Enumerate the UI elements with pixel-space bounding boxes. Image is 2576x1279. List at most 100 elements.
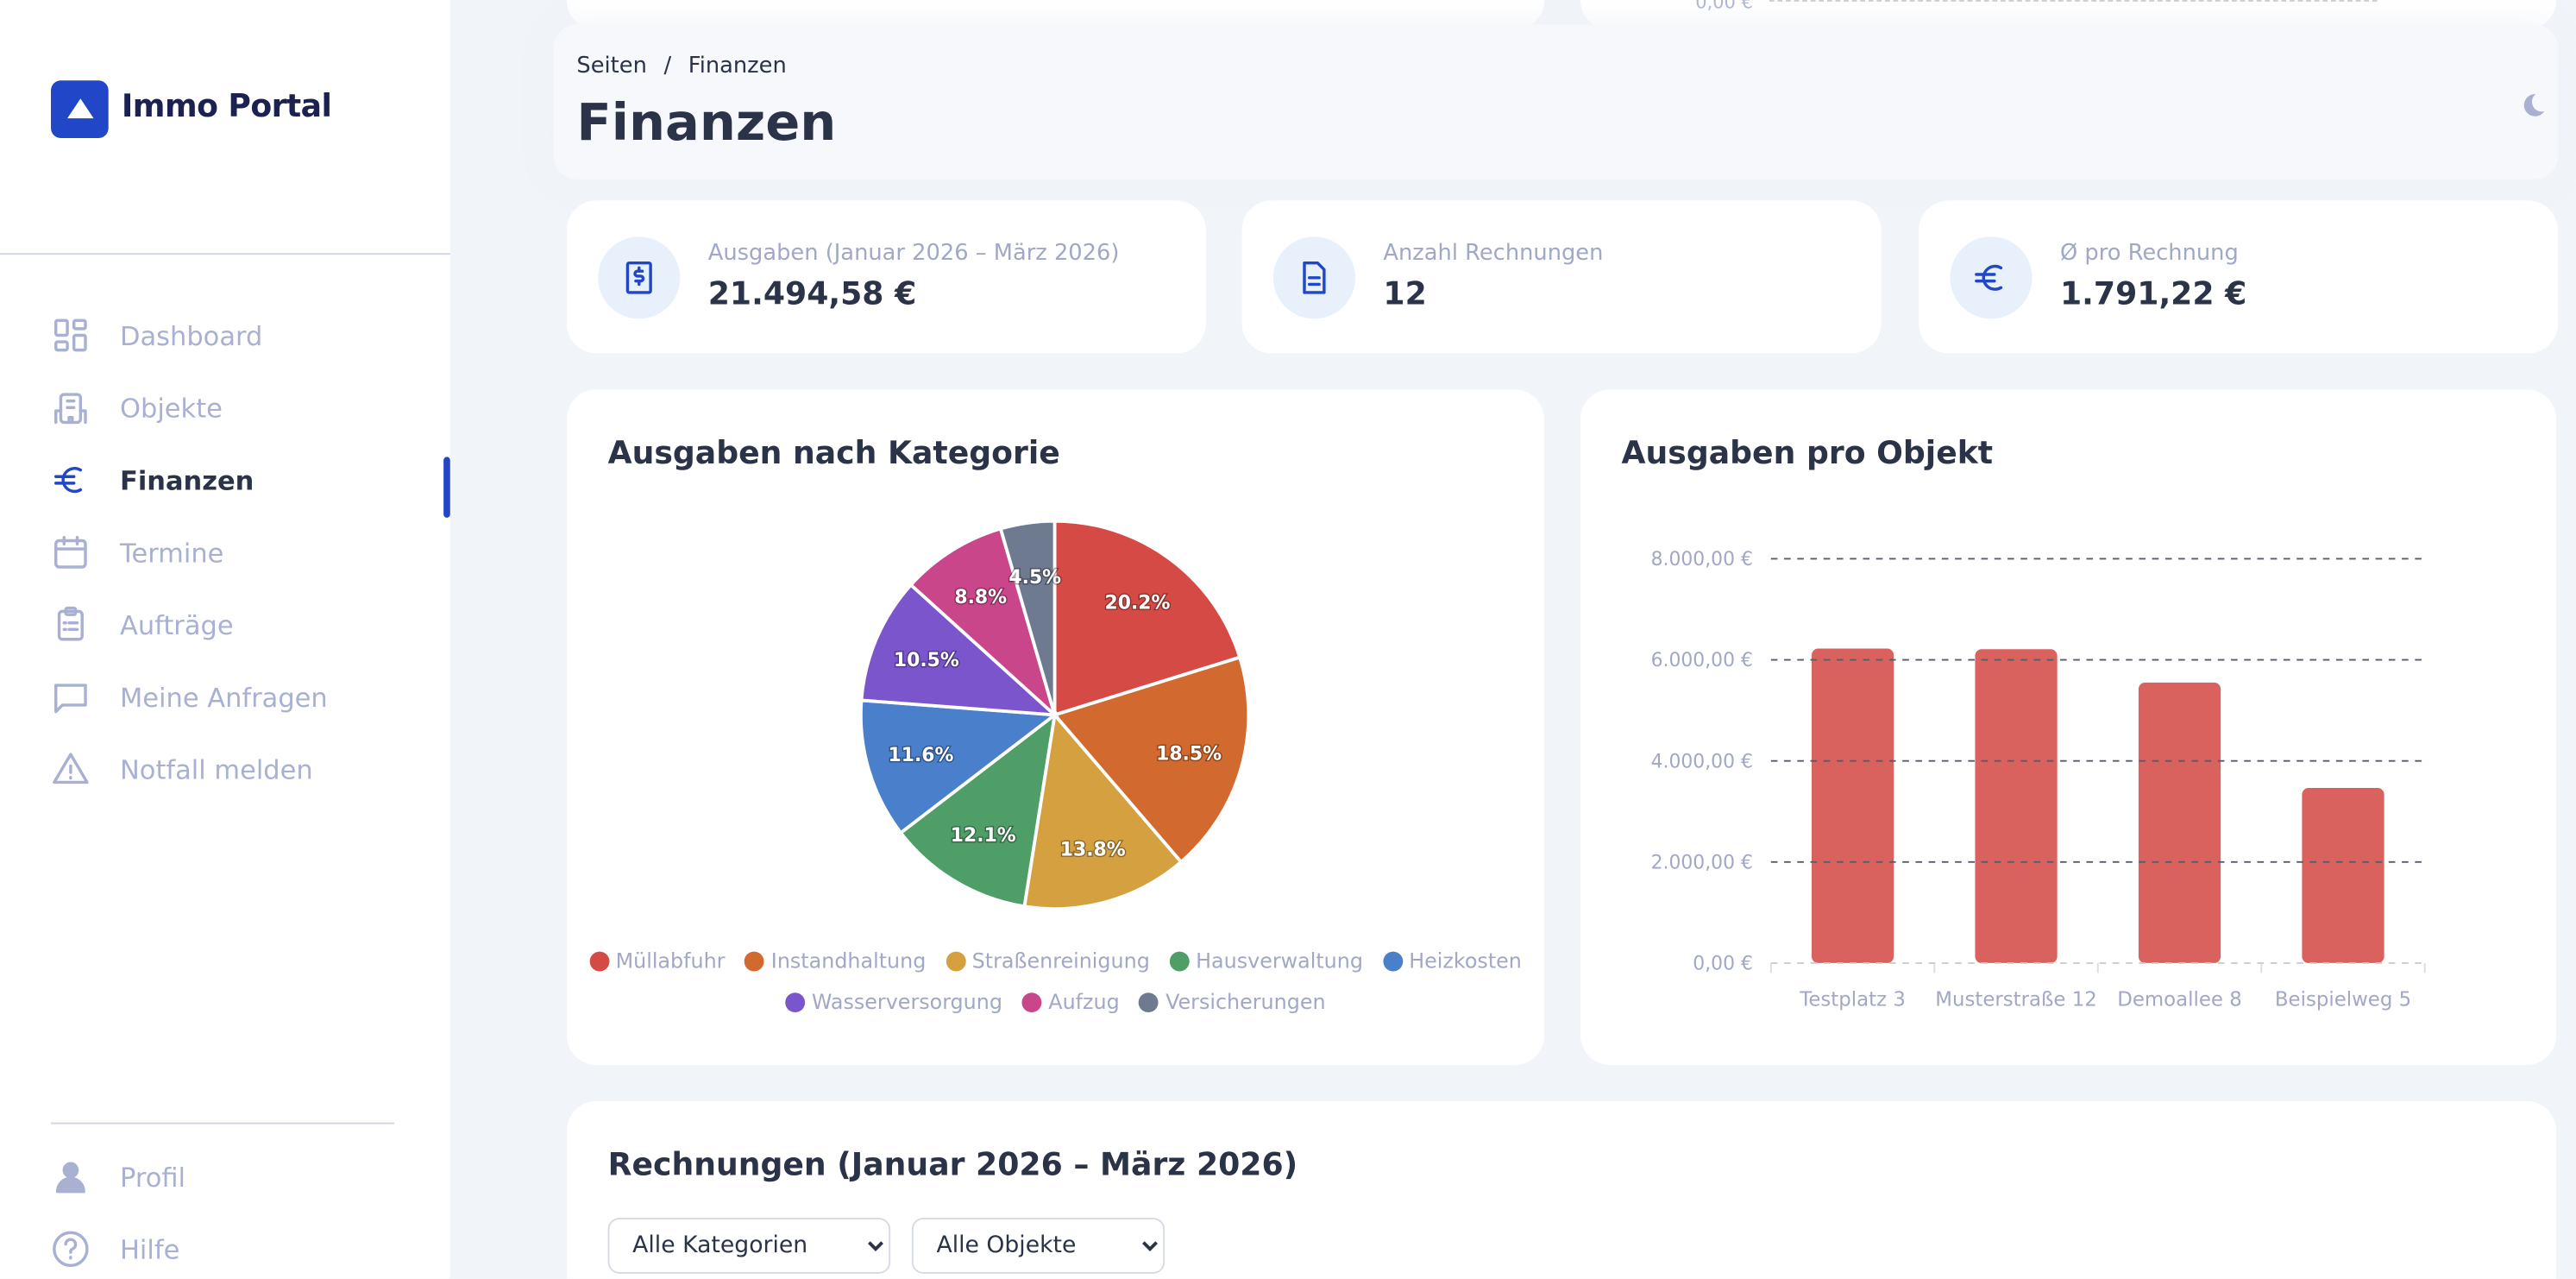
pie-slice-wasserversorgung[interactable] <box>859 582 1059 717</box>
stat-label: Ausgaben (Januar 2026 – März 2026) <box>707 240 1120 267</box>
stat-card: Anzahl Rechnungen 12 <box>1241 200 1882 354</box>
document-icon <box>1303 261 1326 294</box>
pie-slice-hausverwaltung[interactable] <box>898 710 1058 909</box>
pie-data-label: 11.6% <box>889 745 954 766</box>
y-tick-label: 6.000,00 € <box>1651 650 1753 671</box>
sidebar-item-notfall-melden[interactable]: Notfall melden <box>51 747 429 792</box>
page-header: Seiten / Finanzen Finanzen <box>553 24 2558 180</box>
invoices-title: Rechnungen (Januar 2026 – März 2026) <box>607 1147 1298 1184</box>
legend-label: Instandhaltung <box>770 948 927 973</box>
sidebar-item-label: Finanzen <box>120 463 254 496</box>
legend-swatch <box>745 950 765 971</box>
sidebar-item-label: Aufträge <box>120 608 234 640</box>
bar-beispielweg-5[interactable] <box>2302 788 2384 963</box>
bar-testplatz-3[interactable] <box>1811 648 1894 963</box>
legend-swatch <box>589 950 609 971</box>
pie-data-label: 20.2% <box>1105 593 1171 614</box>
stat-icon-wrap <box>1272 236 1356 319</box>
page-title: Finanzen <box>576 93 837 154</box>
chart-title: Ausgaben pro Objekt <box>1621 435 1994 472</box>
sidebar-divider <box>51 1122 395 1125</box>
euro-icon <box>54 467 83 494</box>
active-indicator <box>443 457 450 518</box>
y-tick-label: 4.000,00 € <box>1651 751 1753 772</box>
receipt-dollar-icon <box>625 261 652 294</box>
x-tick-label: Musterstraße 12 <box>1935 988 2097 1011</box>
breadcrumb-seiten[interactable]: Seiten <box>576 52 647 79</box>
sidebar-item-objekte[interactable]: Objekte <box>51 385 429 431</box>
stat-value: 12 <box>1383 275 1427 312</box>
category-chart-card: Ausgaben nach Kategorie 20.2% 18.5% 13.8% 1… <box>566 389 1545 1065</box>
legend-item[interactable]: Aufzug <box>1021 989 1120 1014</box>
pie-slice-müllabfuhr[interactable] <box>1052 519 1242 717</box>
category-filter-select[interactable]: Alle Kategorien <box>607 1218 891 1274</box>
pie-slice-versicherungen[interactable] <box>998 519 1057 715</box>
sidebar-item-hilfe[interactable]: Hilfe <box>51 1226 429 1272</box>
sidebar-item-label: Termine <box>120 536 224 568</box>
moon-icon[interactable] <box>2518 91 2548 120</box>
sidebar-item-finanzen[interactable]: Finanzen <box>51 457 429 502</box>
legend-swatch <box>946 950 966 971</box>
bar-chart: Testplatz 3 Musterstraße 12 Demoallee 8 Bei… <box>1651 549 2426 1011</box>
pie-data-label: 4.5% <box>1008 567 1061 589</box>
pie-slice-heizkosten[interactable] <box>859 698 1059 835</box>
y-tick-label: 0,00 € <box>1693 954 1753 975</box>
legend-swatch <box>1021 992 1042 1012</box>
y-tick-label: 8.000,00 € <box>1651 549 1753 570</box>
legend-label: Straßenreinigung <box>971 948 1150 973</box>
pie-data-label: 10.5% <box>894 650 959 671</box>
bar-musterstraße-12[interactable] <box>1975 649 2058 963</box>
user-icon <box>55 1162 85 1194</box>
previous-chart-axis-label: 0,00 € <box>1695 0 1753 14</box>
legend-item[interactable]: Heizkosten <box>1382 948 1522 973</box>
x-tick-label: Beispielweg 5 <box>2275 988 2411 1011</box>
sidebar-item-label: Notfall melden <box>120 753 313 785</box>
sidebar: Immo Portal Dashboard Objekte Finanzen T… <box>0 0 450 1279</box>
legend-swatch <box>785 992 806 1012</box>
legend-swatch <box>1139 992 1159 1012</box>
pie-data-label: 18.5% <box>1156 744 1222 766</box>
chart-title: Ausgaben nach Kategorie <box>607 435 1060 472</box>
legend-item[interactable]: Instandhaltung <box>745 948 926 973</box>
pie-data-label: 12.1% <box>951 825 1016 847</box>
stat-icon-wrap <box>1950 236 2033 319</box>
y-tick-label: 2.000,00 € <box>1651 852 1753 873</box>
pie-chart: 20.2% 18.5% 13.8% 12.1% 11.6% 10.5% 8.8%4.5% <box>859 519 1251 910</box>
stat-card: Ø pro Rechnung 1.791,22 € <box>1919 200 2558 354</box>
legend-item[interactable]: Müllabfuhr <box>589 948 725 973</box>
legend-label: Müllabfuhr <box>615 948 726 973</box>
sidebar-item-label: Dashboard <box>120 319 263 351</box>
help-circle-icon <box>53 1231 89 1268</box>
sidebar-item-profil[interactable]: Profil <box>51 1154 429 1200</box>
calendar-icon <box>54 535 87 569</box>
sidebar-item-meine-anfragen[interactable]: Meine Anfragen <box>51 674 429 720</box>
legend-label: Versicherungen <box>1165 989 1326 1014</box>
sidebar-item-termine[interactable]: Termine <box>51 529 429 575</box>
legend-label: Hausverwaltung <box>1196 948 1363 973</box>
sidebar-item-label: Meine Anfragen <box>120 681 328 713</box>
legend-item[interactable]: Straßenreinigung <box>946 948 1150 973</box>
pie-data-label: 13.8% <box>1060 840 1126 861</box>
pie-slice-instandhaltung[interactable] <box>1052 655 1251 865</box>
sidebar-divider <box>0 253 450 255</box>
sidebar-item-label: Hilfe <box>120 1233 180 1265</box>
stat-label: Ø pro Rechnung <box>2059 240 2239 267</box>
legend-swatch <box>1382 950 1403 971</box>
x-tick-label: Demoallee 8 <box>2117 988 2241 1011</box>
sidebar-item-aufträge[interactable]: Aufträge <box>51 602 429 647</box>
brand-name[interactable]: Immo Portal <box>121 88 332 125</box>
sidebar-item-dashboard[interactable]: Dashboard <box>51 312 429 358</box>
legend-label: Heizkosten <box>1409 948 1522 973</box>
pie-legend: Wasserversorgung Aufzug Versicherungen <box>567 989 1544 1014</box>
building-icon <box>54 393 87 425</box>
legend-item[interactable]: Hausverwaltung <box>1169 948 1363 973</box>
pie-legend: Müllabfuhr Instandhaltung Straßenreinigung… <box>567 948 1544 973</box>
pie-slice-straßenreinigung[interactable] <box>1022 711 1184 910</box>
legend-item[interactable]: Versicherungen <box>1139 989 1326 1014</box>
object-filter-select[interactable]: Alle Objekte <box>911 1218 1165 1274</box>
legend-item[interactable]: Wasserversorgung <box>785 989 1002 1014</box>
bar-demoallee-8[interactable] <box>2138 682 2221 963</box>
sidebar-item-label: Profil <box>120 1161 186 1193</box>
pie-slice-aufzug[interactable] <box>908 526 1059 721</box>
logo-icon[interactable] <box>51 80 109 138</box>
